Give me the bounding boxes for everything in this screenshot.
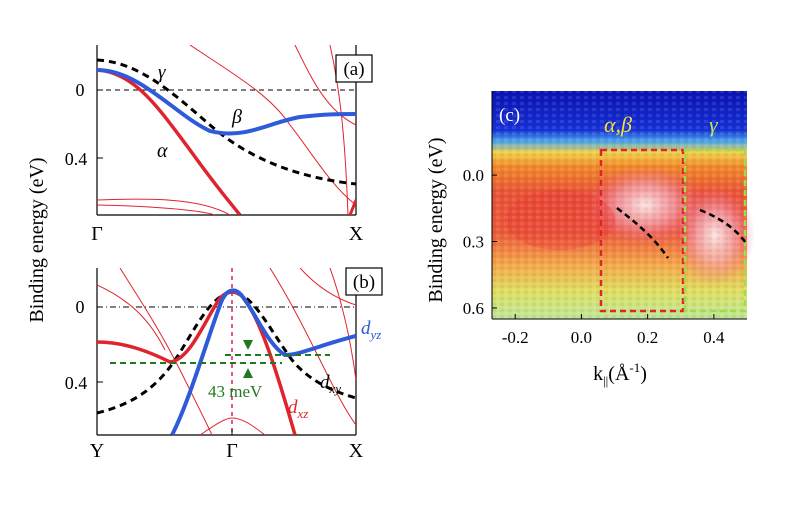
panel-c-gamma-box xyxy=(683,148,747,313)
panel-a-alpha-band xyxy=(97,68,242,215)
panel-b-dxy-band xyxy=(97,290,356,415)
panel-c-ytick-label: 0.0 xyxy=(463,166,484,185)
panel-b-thin-band-1 xyxy=(119,268,213,435)
panel-c-xtick-label: 0.2 xyxy=(637,328,658,347)
panel-b-tag-box xyxy=(345,267,383,296)
panel-b-thin-band-5 xyxy=(199,417,266,435)
panel-a-label-gamma: γ xyxy=(158,62,166,83)
panel-b-label-dxz: dxz xyxy=(288,397,308,421)
panel-a-label-beta: β xyxy=(231,106,242,128)
panel-a-beta-band xyxy=(97,68,356,136)
panel-b-tag: (b) xyxy=(353,272,375,293)
panel-b-thin-band-3 xyxy=(269,268,356,426)
panel-b-xtick-y: Y xyxy=(90,440,104,462)
panel-a-ytick-0: 0 xyxy=(76,80,85,100)
panel-b-thin-band-6 xyxy=(329,268,356,381)
panel-c-xlabel: k||(Å-1) xyxy=(593,360,647,388)
panel-c-ytick-label: 0.6 xyxy=(463,299,484,318)
panel-a: 0 0.4 Γ X (a) γ β α xyxy=(65,45,373,245)
panel-c-yticks: 0.0 0.3 0.6 xyxy=(463,166,497,318)
panel-b-gap-label: 43 meV xyxy=(208,382,263,401)
left-ylabel: Binding energy (eV) xyxy=(26,157,48,322)
panel-b-label-dxy: dxy xyxy=(320,372,341,396)
panel-c-label-alphabeta: α,β xyxy=(604,112,632,137)
panel-c-tag: (c) xyxy=(499,105,520,126)
panel-c-label-gamma: γ xyxy=(709,112,719,137)
panel-c-xtick-label: 0.0 xyxy=(571,328,592,347)
panel-a-thin-band-3 xyxy=(329,45,349,215)
panel-a-xtick-gamma: Γ xyxy=(91,223,103,245)
panel-a-ytick-04: 0.4 xyxy=(65,149,88,169)
panel-b-xtick-gamma: Γ xyxy=(226,440,238,462)
panel-a-label-alpha: α xyxy=(157,140,168,162)
panel-b-ytick-0: 0 xyxy=(76,297,85,317)
panel-c: (c) α,β γ Binding energy (eV) 0.00.30.6 … xyxy=(425,91,755,388)
panel-b-gap-arrow-up xyxy=(243,368,253,378)
panel-a-thin-band-4 xyxy=(97,198,231,215)
panel-a-thin-band-5 xyxy=(97,204,216,215)
panel-c-xticks: -0.2 0.0 0.2 0.4 xyxy=(502,314,725,347)
panel-a-thin-band-6 xyxy=(348,199,356,215)
panel-a-tag: (a) xyxy=(343,59,364,80)
panel-b-gap-arrow-down xyxy=(243,340,253,350)
panel-c-alphabeta-box xyxy=(599,148,685,313)
panel-b: 0 0.4 Y Γ X (b) 43 meV dyz dxy dxz xyxy=(65,267,383,462)
panel-b-dyz-band xyxy=(170,288,356,435)
panel-b-thin-band-2 xyxy=(97,284,166,351)
panel-a-tag-box xyxy=(335,54,373,83)
panel-a-thin-band-2 xyxy=(294,45,356,126)
panel-b-thin-band-4 xyxy=(299,268,356,306)
panel-a-gamma-band xyxy=(97,58,356,186)
panel-c-ylabel: Binding energy (eV) xyxy=(425,137,447,302)
panel-c-noise xyxy=(492,91,747,319)
panel-b-xtick-x: X xyxy=(349,440,364,462)
panel-b-dxz-band xyxy=(97,290,297,435)
panel-c-xtick-label: -0.2 xyxy=(502,328,529,347)
panel-c-ytick-label: 0.3 xyxy=(463,233,484,252)
panel-c-xtick-label: 0.4 xyxy=(703,328,725,347)
panel-b-ytick-04: 0.4 xyxy=(65,373,88,393)
panel-a-xtick-x: X xyxy=(349,223,364,245)
panel-b-label-dyz: dyz xyxy=(361,318,381,342)
panel-c-dashed-dispersion-2 xyxy=(699,208,748,244)
panel-c-dashed-dispersion-1 xyxy=(616,207,670,259)
